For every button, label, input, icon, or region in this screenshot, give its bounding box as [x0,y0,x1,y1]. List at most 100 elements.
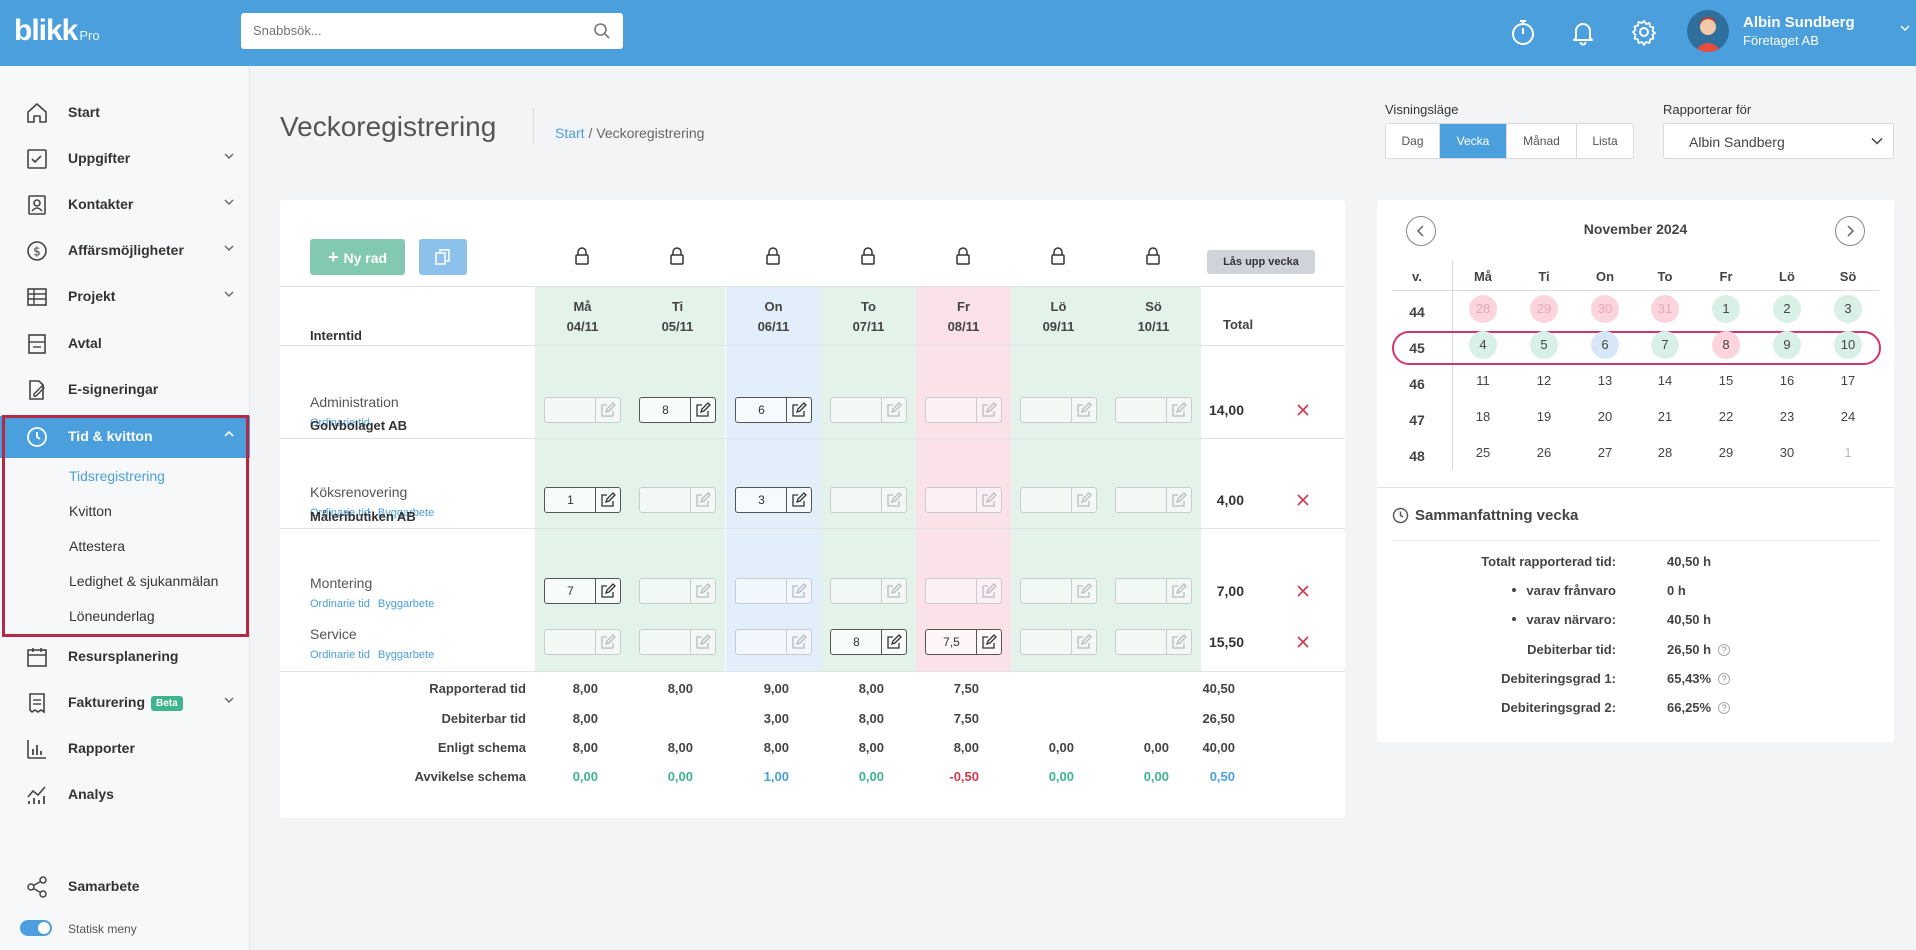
sidebar-item-uppgifter[interactable]: Uppgifter [0,138,250,178]
week-number[interactable]: 47 [1409,412,1425,428]
calendar-day[interactable]: 18 [1475,409,1491,424]
edit-button[interactable] [690,630,715,654]
calendar-day[interactable]: 7 [1651,331,1679,359]
time-cell[interactable] [925,629,1002,655]
row-tag[interactable]: Ordinarie tid [310,507,370,519]
time-cell[interactable] [544,397,621,423]
calendar-day[interactable]: 14 [1657,373,1673,388]
time-cell[interactable] [639,629,716,655]
lock-icon[interactable] [860,247,876,265]
time-cell[interactable] [830,578,907,604]
time-input[interactable] [545,630,596,654]
calendar-day[interactable]: 1 [1712,295,1740,323]
calendar-day[interactable]: 26 [1536,445,1552,460]
view-mode-manad[interactable]: Månad [1507,124,1577,158]
avatar[interactable] [1687,10,1729,52]
time-cell[interactable] [830,629,907,655]
calendar-day[interactable]: 10 [1834,331,1862,359]
time-input[interactable] [736,630,787,654]
calendar-day[interactable]: 13 [1597,373,1613,388]
calendar-day[interactable]: 22 [1718,409,1734,424]
lock-icon[interactable] [1145,247,1161,265]
sidebar-sub-tidsregistrering[interactable]: Tidsregistrering [69,468,165,484]
edit-button[interactable] [881,579,906,603]
search-input[interactable] [253,13,583,47]
reporter-select[interactable]: Albin Sandberg [1663,123,1894,159]
chevron-down-icon[interactable] [224,244,234,252]
view-mode-vecka[interactable]: Vecka [1440,124,1507,158]
sidebar-sub-kvitton[interactable]: Kvitton [69,503,112,519]
week-number[interactable]: 46 [1409,376,1425,392]
time-cell[interactable] [735,629,812,655]
calendar-day[interactable]: 25 [1475,445,1491,460]
prev-month-button[interactable] [1406,216,1436,246]
edit-button[interactable] [1071,488,1096,512]
edit-button[interactable] [786,630,811,654]
calendar-day[interactable]: 30 [1591,295,1619,323]
delete-row-icon[interactable] [1296,493,1310,507]
edit-button[interactable] [786,398,811,422]
time-input[interactable] [926,488,977,512]
lock-icon[interactable] [955,247,971,265]
week-number[interactable]: 45 [1409,340,1425,356]
sidebar-item-e-signeringar[interactable]: E-signeringar [0,369,250,409]
delete-row-icon[interactable] [1296,403,1310,417]
time-input[interactable] [736,398,787,422]
calendar-day[interactable]: 24 [1840,409,1856,424]
calendar-day[interactable]: 29 [1530,295,1558,323]
calendar-day[interactable]: 12 [1536,373,1552,388]
time-input[interactable] [926,579,977,603]
time-cell[interactable] [925,578,1002,604]
calendar-day[interactable]: 31 [1651,295,1679,323]
time-cell[interactable] [639,487,716,513]
stopwatch-icon[interactable] [1507,16,1539,48]
calendar-day[interactable]: 2 [1773,295,1801,323]
edit-button[interactable] [881,398,906,422]
time-input[interactable] [1116,630,1167,654]
calendar-day[interactable]: 29 [1718,445,1734,460]
time-input[interactable] [1116,488,1167,512]
time-cell[interactable] [1020,397,1097,423]
time-cell[interactable] [544,487,621,513]
time-input[interactable] [1116,398,1167,422]
time-input[interactable] [831,398,882,422]
row-tag[interactable]: Ordinarie tid [310,649,370,661]
calendar-day[interactable]: 4 [1469,331,1497,359]
time-input[interactable] [831,630,882,654]
time-input[interactable] [1021,579,1072,603]
sidebar-item-tid-kvitton[interactable]: Tid & kvitton [0,416,250,458]
row-tag[interactable]: Ordinarie tid [310,598,370,610]
time-cell[interactable] [830,487,907,513]
delete-row-icon[interactable] [1296,584,1310,598]
chevron-down-icon[interactable] [224,198,234,206]
chevron-down-icon[interactable] [224,152,234,160]
lock-icon[interactable] [1050,247,1066,265]
time-cell[interactable] [735,487,812,513]
edit-button[interactable] [881,488,906,512]
calendar-day[interactable]: 8 [1712,331,1740,359]
view-mode-lista[interactable]: Lista [1592,134,1618,148]
time-input[interactable] [1021,630,1072,654]
sidebar-sub-ledighet[interactable]: Ledighet & sjukanmälan [69,573,219,589]
delete-row-icon[interactable] [1296,635,1310,649]
calendar-day[interactable]: 20 [1597,409,1613,424]
week-number[interactable]: 44 [1409,304,1425,320]
calendar-day[interactable]: 28 [1469,295,1497,323]
time-input[interactable] [736,579,787,603]
time-input[interactable] [1116,579,1167,603]
edit-button[interactable] [1071,630,1096,654]
edit-button[interactable] [1166,630,1191,654]
row-tag[interactable]: Byggarbete [377,507,435,519]
sidebar-item-resursplanering[interactable]: Resursplanering [0,636,250,676]
edit-button[interactable] [595,398,620,422]
chevron-down-icon[interactable] [224,696,234,704]
sidebar-item-affarsmojligheter[interactable]: $ Affärsmöjligheter [0,230,250,270]
edit-button[interactable] [690,488,715,512]
time-cell[interactable] [735,397,812,423]
sidebar-sub-attestera[interactable]: Attestera [69,538,126,554]
row-tag[interactable]: Byggarbete [377,598,435,610]
calendar-day[interactable]: 11 [1476,373,1490,388]
chevron-up-icon[interactable] [224,430,234,438]
edit-button[interactable] [690,398,715,422]
next-month-button[interactable] [1835,216,1865,246]
